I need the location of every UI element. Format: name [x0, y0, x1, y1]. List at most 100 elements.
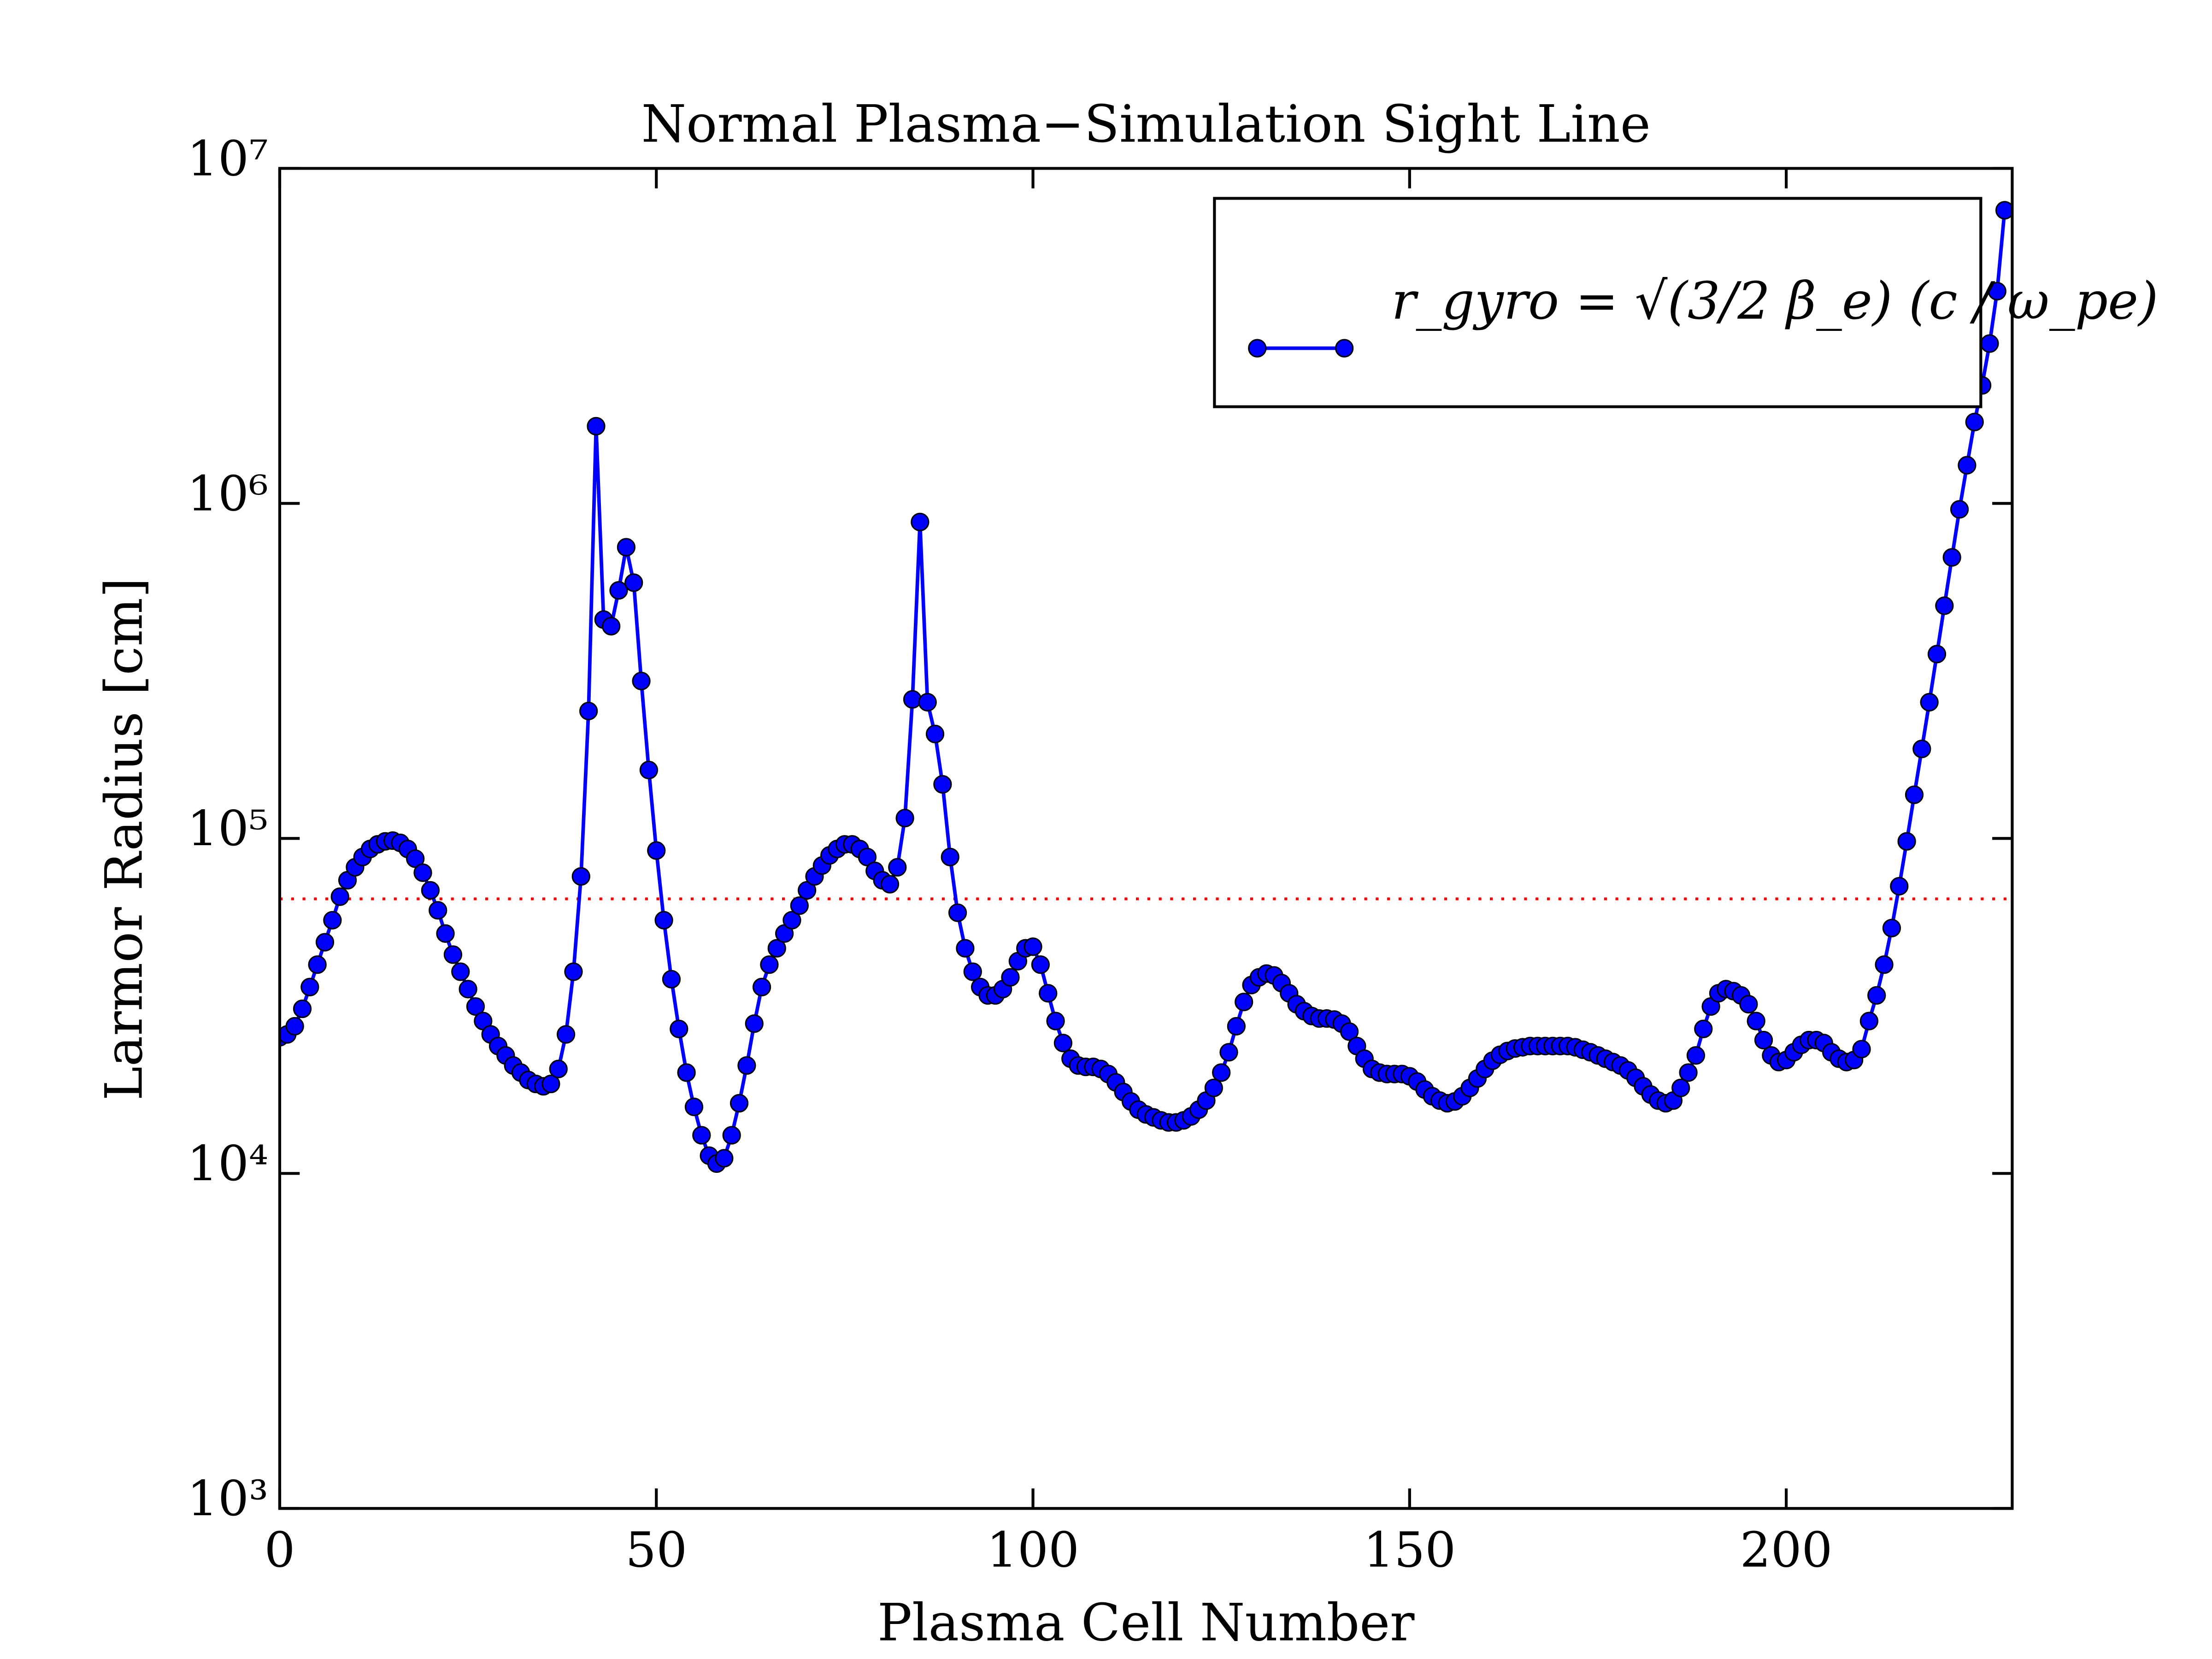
data-point: [330, 887, 349, 906]
data-point: [308, 955, 327, 974]
data-point: [880, 875, 900, 894]
data-point: [541, 1074, 560, 1094]
x-tick-label: 50: [625, 1522, 687, 1578]
data-point: [1671, 1078, 1690, 1097]
data-point: [941, 847, 959, 866]
data-point: [429, 901, 447, 920]
chart-title: Normal Plasma−Simulation Sight Line: [641, 95, 1651, 154]
data-point: [436, 924, 455, 943]
data-point: [1935, 596, 1954, 615]
data-point: [933, 775, 952, 794]
data-point: [925, 724, 945, 743]
data-point: [1235, 993, 1253, 1012]
data-point: [956, 939, 975, 958]
data-point: [1882, 918, 1901, 938]
data-point: [1053, 1034, 1073, 1053]
x-tick-label: 100: [987, 1522, 1079, 1578]
data-point: [745, 1014, 764, 1033]
data-point: [760, 955, 779, 974]
legend-marker: [1335, 339, 1354, 358]
y-tick-label: 10³: [187, 1470, 268, 1527]
data-point: [1958, 456, 1977, 475]
data-point: [1001, 968, 1020, 987]
data-point: [1679, 1063, 1698, 1082]
data-point: [963, 962, 982, 981]
data-point: [1212, 1063, 1231, 1082]
data-point: [293, 999, 312, 1018]
data-point: [285, 1017, 304, 1036]
data-point: [1950, 500, 1969, 519]
data-point: [300, 977, 319, 997]
data-point: [1031, 955, 1050, 974]
data-point: [1965, 412, 1984, 431]
data-point: [888, 858, 907, 877]
data-point: [451, 962, 470, 981]
data-point: [1024, 937, 1042, 956]
data-point: [549, 1059, 568, 1078]
x-tick-label: 150: [1363, 1522, 1456, 1578]
data-point: [1227, 1017, 1246, 1036]
data-point: [632, 671, 651, 690]
data-point: [406, 849, 425, 868]
x-tick-label: 200: [1740, 1522, 1833, 1578]
data-point: [903, 690, 922, 709]
data-point: [1927, 645, 1947, 664]
data-point: [421, 881, 440, 900]
legend-box: [1213, 197, 1983, 408]
data-point: [1754, 1030, 1773, 1050]
data-point: [1942, 548, 1961, 567]
data-point: [1867, 986, 1886, 1005]
data-point: [647, 841, 666, 860]
data-point: [323, 911, 342, 930]
data-point: [556, 1025, 576, 1044]
data-point: [579, 701, 598, 721]
data-point: [1747, 1012, 1765, 1030]
data-point: [1686, 1046, 1706, 1065]
x-axis-label: Plasma Cell Number: [877, 1593, 1415, 1653]
data-point: [602, 617, 621, 635]
y-tick-label: 10⁶: [187, 465, 268, 522]
data-point: [1875, 955, 1894, 974]
data-point: [654, 911, 673, 930]
data-point: [609, 581, 628, 600]
data-point: [692, 1126, 711, 1145]
data-point: [639, 760, 659, 780]
data-point: [1995, 201, 2012, 220]
y-tick-label: 10⁴: [187, 1135, 268, 1192]
data-point: [1039, 984, 1058, 1003]
data-point: [677, 1063, 696, 1082]
data-point: [752, 977, 771, 997]
legend-marker: [1248, 339, 1267, 358]
data-point: [1890, 877, 1909, 896]
data-point: [1340, 1022, 1359, 1041]
data-point: [911, 512, 930, 531]
data-point: [459, 980, 477, 999]
data-point: [443, 945, 463, 964]
data-point: [948, 903, 967, 922]
data-point: [315, 933, 335, 952]
data-point: [1920, 693, 1939, 712]
data-point: [715, 1149, 734, 1168]
data-point: [729, 1094, 749, 1113]
data-point: [662, 970, 681, 988]
data-point: [466, 997, 485, 1016]
data-point: [1046, 1012, 1065, 1030]
data-point: [684, 1097, 704, 1117]
legend-label: r_gyro = √(3/2 β_e) (c / ω_pe): [1391, 272, 2158, 331]
y-tick-label: 10⁷: [187, 130, 268, 187]
data-point: [782, 911, 801, 930]
y-axis-label: Larmor Radius [cm]: [95, 578, 154, 1101]
data-point: [1739, 994, 1758, 1014]
data-point: [737, 1056, 756, 1075]
data-point: [1905, 785, 1924, 804]
data-point: [571, 867, 590, 886]
data-point: [1988, 282, 2006, 301]
data-point: [1859, 1012, 1879, 1030]
data-point: [918, 693, 937, 712]
data-point: [895, 809, 914, 828]
data-point: [790, 896, 809, 915]
data-point: [1897, 832, 1916, 851]
data-point: [564, 962, 583, 981]
